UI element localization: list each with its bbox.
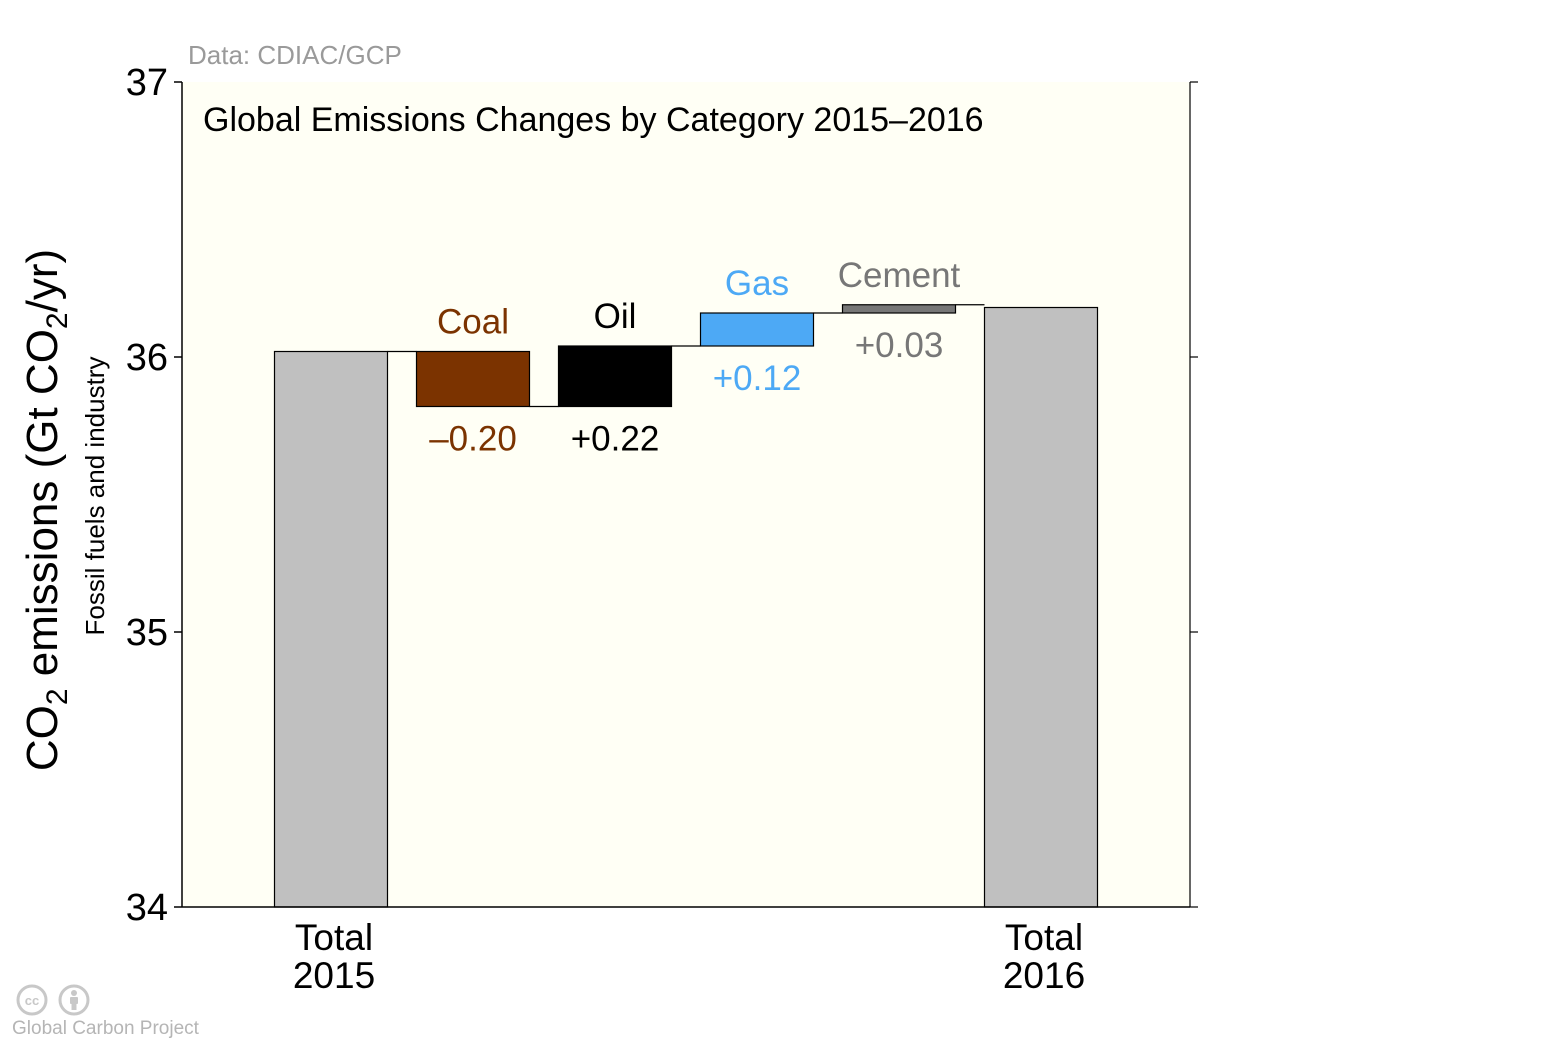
change-bar-oil: [557, 345, 673, 408]
x-tick-label-line1: Total: [295, 917, 373, 958]
chart-title: Global Emissions Changes by Category 201…: [203, 101, 984, 139]
y-label-part: emissions (Gt CO: [18, 329, 67, 688]
change-bar-cement: [841, 304, 957, 314]
total-bar-2015: [273, 350, 389, 908]
change-bar-gas: [699, 312, 815, 347]
category-label-gas: Gas: [725, 264, 789, 303]
y-tick-label: 37: [126, 62, 168, 104]
data-source-note: Data: CDIAC/GCP: [188, 40, 402, 70]
x-tick-label-line2: 2015: [293, 955, 375, 996]
change-value-label-cement: +0.03: [855, 326, 944, 365]
svg-text:CO2 emissions (Gt CO2/yr): CO2 emissions (Gt CO2/yr): [18, 249, 74, 771]
category-label-cement: Cement: [838, 256, 961, 295]
category-label-coal: Coal: [437, 303, 509, 342]
change-bar-coal: [415, 350, 531, 408]
total-bar-2016: [983, 306, 1099, 908]
change-value-label-gas: +0.12: [713, 359, 802, 398]
change-value-label-coal: –0.20: [429, 420, 517, 459]
attribution-person-icon: [58, 984, 90, 1016]
svg-text:cc: cc: [25, 993, 39, 1008]
y-tick-label: 36: [126, 337, 168, 379]
y-label-part: CO: [18, 705, 67, 771]
y-label-subscript: 2: [41, 312, 74, 329]
change-value-label-oil: +0.22: [571, 420, 660, 459]
footer-logo: cc Global Carbon Project: [12, 984, 232, 1044]
y-axis-label: CO2 emissions (Gt CO2/yr): [18, 249, 74, 771]
x-tick-label-line1: Total: [1005, 917, 1083, 958]
y-tick-label: 34: [126, 887, 168, 929]
y-label-subscript: 2: [41, 688, 74, 705]
cc-icon: cc: [16, 984, 48, 1016]
y-axis-sublabel: Fossil fuels and industry: [80, 357, 110, 636]
x-tick-label-line2: 2016: [1003, 955, 1085, 996]
y-label-part: /yr): [18, 249, 67, 313]
y-tick-label: 35: [126, 612, 168, 654]
chart-marks: Coal –0.20 Oil +0.22 Gas +0.12 Cement +0.03: [273, 256, 1099, 908]
category-label-oil: Oil: [594, 297, 637, 336]
footer-org-name: Global Carbon Project: [12, 1018, 199, 1039]
